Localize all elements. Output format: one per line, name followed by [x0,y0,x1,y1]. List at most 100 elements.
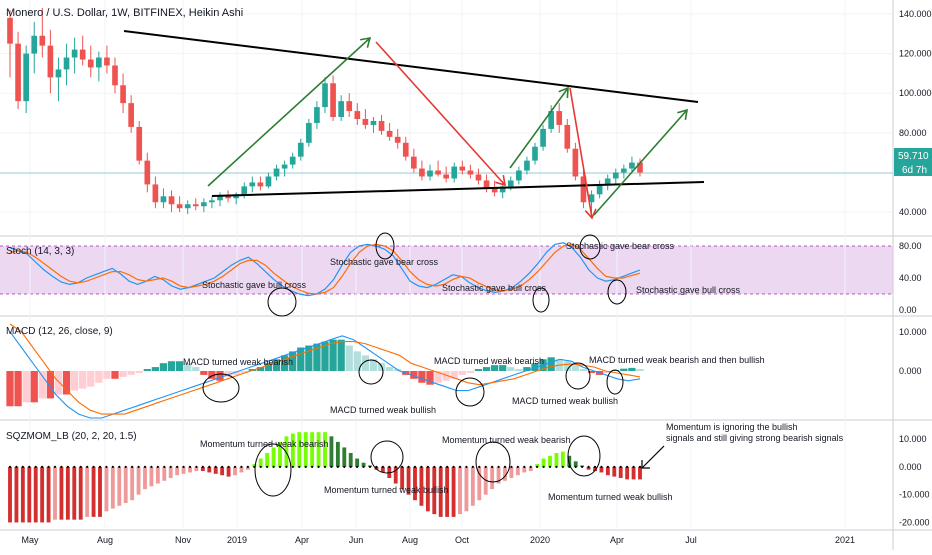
macd-histogram-bar [62,371,71,395]
candle-body [176,204,183,209]
sqz-zero-dot [124,465,127,468]
candle-body [419,168,425,177]
sqz-histogram-bar [278,441,282,467]
sqz-tick-label: 0.000 [899,462,922,472]
sqz-zero-dot [465,465,468,468]
sqz-histogram-bar [207,466,212,473]
pointer-arrow-head [641,460,650,469]
candle-body [483,180,490,189]
candle-body [120,85,126,104]
sqzmom-pane[interactable] [8,432,642,523]
price-pane[interactable] [0,7,893,215]
candle-body [354,111,361,119]
sqz-histogram-bar [470,466,475,506]
sqz-histogram-bar [348,453,353,467]
macd-histogram-bar [200,371,208,375]
sqz-histogram-bar [175,466,180,476]
price-pane-title: Monero / U.S. Dollar, 1W, BITFINEX, Heik… [6,7,243,19]
sqz-zero-dot [323,465,327,468]
sqz-histogram-bar [567,455,572,467]
macd-histogram-bar [587,371,596,373]
candle-body [596,184,603,195]
sqz-histogram-bar [271,447,276,467]
sqz-zero-dot [98,465,102,468]
macd-histogram-bar [30,371,38,403]
sqz-zero-dot [413,465,417,468]
time-axis-label: 2019 [227,535,247,545]
sqz-zero-dot [246,465,249,468]
macd-histogram-bar [46,371,55,399]
sqz-zero-dot [581,465,584,468]
annotation-stoch-bull-cross-3: Stochastic gave bull cross [636,285,741,295]
sqz-histogram-bar [638,466,642,480]
sqz-zero-dot [439,465,442,468]
candle-body [459,166,466,171]
sqz-zero-dot [240,465,243,468]
sqz-zero-dot [516,465,519,468]
sqz-zero-dot [497,465,500,468]
annotation-stoch-bull-cross-1: Stochastic gave bull cross [202,280,307,290]
macd-histogram-bar [192,367,200,371]
resistance-trendline [123,30,699,103]
macd-pane[interactable] [6,323,644,419]
stoch-pane[interactable] [9,242,641,297]
sqz-histogram-bar [181,466,186,474]
sqz-histogram-bar [284,436,289,467]
sqz-zero-dot [529,465,532,468]
sqz-zero-dot [304,465,307,468]
macd-histogram-bar [523,367,531,371]
candle-body [540,128,546,147]
sqz-histogram-bar [554,453,559,467]
macd-histogram-bar [490,365,499,371]
macd-histogram-bar [612,370,620,372]
candle-body [346,101,353,112]
candle-body [370,120,377,125]
macd-histogram-bar [289,351,297,371]
sqz-histogram-bar [451,466,456,517]
sqz-zero-dot [317,465,320,468]
macd-histogram-bar [14,371,22,407]
sqz-histogram-bar [605,466,610,476]
candle-body [491,188,498,193]
highlight-circle [607,279,627,305]
sqz-zero-dot [214,465,217,468]
sqz-histogram-bar [310,432,315,467]
macd-histogram-bar [280,355,289,371]
candle-body [394,136,401,143]
sqz-histogram-bar [425,466,430,512]
macd-histogram-bar [127,371,135,375]
sqz-histogram-bar [200,466,205,472]
drawings[interactable] [123,30,705,497]
macd-tick-label: 0.000 [899,366,922,376]
sqz-histogram-bar [233,466,237,476]
sqz-zero-dot [8,465,12,468]
macd-histogram-bar [256,367,265,371]
time-axis-label: 2020 [530,535,550,545]
sqz-zero-dot [555,465,558,468]
sqz-histogram-bar [329,436,334,467]
sqz-histogram-bar [33,466,38,523]
highlight-circle [475,441,511,483]
sqz-histogram-bar [8,466,12,523]
candle-body [532,146,538,161]
sqz-histogram-bar [110,466,115,509]
sqz-histogram-bar [535,464,540,467]
sqz-histogram-bar [413,466,417,501]
sqz-zero-dot [407,465,410,468]
stoch-line-pct-k [9,242,641,297]
candle-body [281,164,288,169]
candle-body [451,166,458,179]
sqz-zero-dot [221,465,224,468]
gridlines [0,0,893,530]
macd-histogram-bar [175,361,184,371]
candle-body [588,194,595,203]
sqz-zero-dot [491,465,494,468]
sqz-histogram-bar [162,466,167,481]
candle-body [79,49,86,60]
sqz-zero-dot [156,465,159,468]
macd-histogram-bar [151,367,160,371]
sqz-zero-dot [458,465,462,468]
candle-body [23,53,29,102]
sqz-zero-dot [632,465,635,468]
